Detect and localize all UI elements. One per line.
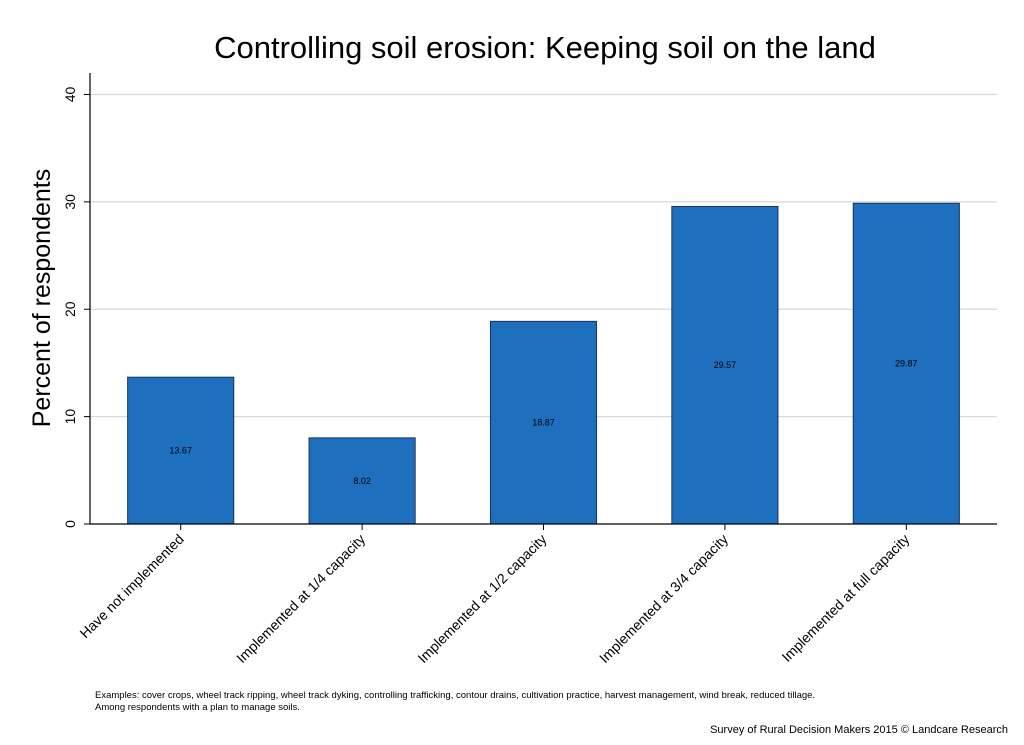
bar xyxy=(127,376,235,525)
y-tick-label: 10 xyxy=(62,409,78,425)
x-tick-label: Implemented at 1/4 capacity xyxy=(233,531,368,666)
x-tick-label: Implemented at 3/4 capacity xyxy=(596,531,731,666)
y-tick-label: 20 xyxy=(62,301,78,317)
y-axis-label: Percent of respondents xyxy=(28,169,56,428)
y-tick-label: 30 xyxy=(62,194,78,210)
bar xyxy=(671,205,779,525)
bar-value-label: 29.87 xyxy=(895,359,918,369)
x-axis-ticks: Have not implemented Implemented at 1/4 c… xyxy=(76,524,912,666)
footnote-sample: Among respondents with a plan to manage … xyxy=(95,702,300,713)
footnote-examples: Examples: cover crops, wheel track rippi… xyxy=(95,690,815,701)
y-tick-label: 0 xyxy=(62,520,78,528)
x-tick-label: Implemented at 1/2 capacity xyxy=(414,531,549,666)
bar xyxy=(852,202,960,525)
x-tick-label: Have not implemented xyxy=(76,531,186,641)
bar-value-label: 13.67 xyxy=(169,446,192,456)
bar-value-label: 18.87 xyxy=(532,418,555,428)
bar xyxy=(489,320,598,525)
y-axis-ticks: 0 10 20 30 40 xyxy=(62,86,90,528)
y-tick-label: 40 xyxy=(62,86,78,102)
source-credit: Survey of Rural Decision Makers 2015 © L… xyxy=(710,724,1008,736)
bar-value-label: 29.57 xyxy=(714,360,737,370)
chart-title: Controlling soil erosion: Keeping soil o… xyxy=(214,30,876,65)
x-tick-label: Implemented at full capacity xyxy=(778,531,912,665)
bars: 13.67 8.02 18.87 29.57 29.87 xyxy=(127,202,960,525)
bar-value-label: 8.02 xyxy=(353,476,371,486)
